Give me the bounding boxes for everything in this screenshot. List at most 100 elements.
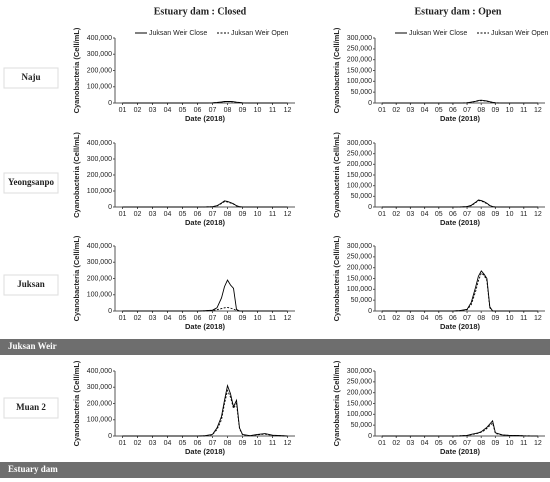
section-band-label: Juksan Weir [8, 341, 57, 351]
x-tick-label: 08 [224, 107, 232, 114]
y-tick-label: 300,000 [87, 51, 112, 58]
x-tick-label: 11 [520, 440, 527, 447]
x-tick-label: 03 [149, 440, 157, 447]
row-label: Naju [21, 72, 40, 82]
x-tick-label: 03 [149, 315, 157, 322]
row-label-box [3, 397, 59, 419]
x-tick-label: 02 [392, 440, 400, 447]
x-tick-label: 07 [463, 211, 471, 218]
x-tick-label: 09 [492, 211, 500, 218]
y-axis-label: Cyanobacteria (Cell/mL) [72, 132, 81, 218]
section-band [0, 462, 550, 478]
data-line [122, 383, 288, 437]
x-tick-label: 07 [463, 440, 471, 447]
x-tick-label: 08 [224, 440, 232, 447]
x-tick-label: 01 [119, 211, 127, 218]
y-axis-label: Cyanobacteria (Cell/mL) [332, 235, 341, 321]
y-tick-label: 300,000 [87, 259, 112, 266]
section-band-label: Estuary dam [8, 464, 58, 474]
data-line [122, 201, 288, 208]
x-tick-label: 06 [194, 440, 202, 447]
x-tick-label: 12 [534, 440, 542, 447]
y-tick-label: 250,000 [347, 254, 372, 261]
x-tick-label: 10 [254, 315, 262, 322]
x-tick-label: 11 [269, 107, 276, 114]
x-tick-label: 02 [392, 211, 400, 218]
section-band [0, 339, 550, 355]
x-tick-label: 03 [407, 107, 415, 114]
x-tick-label: 06 [449, 315, 457, 322]
data-line [382, 270, 538, 312]
y-tick-label: 250,000 [347, 151, 372, 158]
x-tick-label: 07 [463, 107, 471, 114]
data-line [382, 199, 538, 208]
legend-label: Juksan Weir Close [149, 30, 207, 37]
x-axis-label: Date (2018) [440, 322, 481, 331]
x-tick-label: 10 [506, 440, 514, 447]
data-line [122, 389, 288, 437]
y-axis-label: Cyanobacteria (Cell/mL) [72, 27, 81, 113]
x-tick-label: 08 [477, 440, 485, 447]
y-tick-label: 0 [108, 433, 112, 440]
x-tick-label: 03 [149, 107, 157, 114]
y-tick-label: 50,000 [351, 297, 373, 304]
x-tick-label: 09 [492, 315, 500, 322]
y-tick-label: 300,000 [347, 368, 372, 375]
y-tick-label: 400,000 [87, 140, 112, 147]
x-tick-label: 10 [254, 211, 262, 218]
x-tick-label: 06 [449, 211, 457, 218]
x-tick-label: 02 [134, 440, 142, 447]
x-tick-label: 08 [224, 315, 232, 322]
data-line [382, 422, 538, 437]
y-tick-label: 100,000 [87, 188, 112, 195]
x-tick-label: 10 [506, 211, 514, 218]
x-tick-label: 05 [435, 315, 443, 322]
x-tick-label: 01 [119, 440, 127, 447]
data-line [122, 279, 288, 312]
x-tick-label: 12 [284, 315, 292, 322]
x-tick-label: 01 [119, 107, 127, 114]
y-tick-label: 100,000 [347, 183, 372, 190]
legend-label: Juksan Weir Close [409, 30, 467, 37]
y-tick-label: 400,000 [87, 243, 112, 250]
y-tick-label: 100,000 [87, 417, 112, 424]
column-header: Estuary dam : Closed [154, 6, 247, 17]
x-tick-label: 04 [164, 107, 172, 114]
data-line [382, 200, 538, 208]
row-label: Juksan [17, 279, 45, 289]
x-tick-label: 03 [407, 315, 415, 322]
data-line [122, 101, 288, 104]
x-tick-label: 05 [179, 211, 187, 218]
y-tick-label: 50,000 [351, 422, 373, 429]
y-tick-label: 0 [368, 100, 372, 107]
y-tick-label: 50,000 [351, 193, 373, 200]
y-tick-label: 300,000 [347, 35, 372, 42]
y-tick-label: 150,000 [347, 275, 372, 282]
x-tick-label: 04 [164, 211, 172, 218]
y-tick-label: 100,000 [87, 84, 112, 91]
x-tick-label: 12 [284, 440, 292, 447]
x-tick-label: 10 [254, 107, 262, 114]
data-line [122, 306, 288, 312]
x-tick-label: 06 [194, 211, 202, 218]
x-tick-label: 02 [134, 315, 142, 322]
x-tick-label: 04 [421, 315, 429, 322]
row-label-box [3, 172, 59, 194]
x-tick-label: 03 [407, 440, 415, 447]
y-tick-label: 0 [108, 308, 112, 315]
y-tick-label: 100,000 [87, 292, 112, 299]
y-tick-label: 150,000 [347, 67, 372, 74]
x-tick-label: 08 [477, 107, 485, 114]
x-tick-label: 11 [520, 315, 527, 322]
y-tick-label: 300,000 [347, 243, 372, 250]
y-tick-label: 200,000 [87, 275, 112, 282]
y-tick-label: 200,000 [87, 400, 112, 407]
y-axis-label: Cyanobacteria (Cell/mL) [332, 27, 341, 113]
x-tick-label: 11 [520, 211, 527, 218]
x-axis-label: Date (2018) [185, 218, 226, 227]
y-axis-label: Cyanobacteria (Cell/mL) [332, 132, 341, 218]
x-tick-label: 04 [164, 440, 172, 447]
x-tick-label: 01 [378, 315, 386, 322]
x-axis-label: Date (2018) [440, 447, 481, 456]
